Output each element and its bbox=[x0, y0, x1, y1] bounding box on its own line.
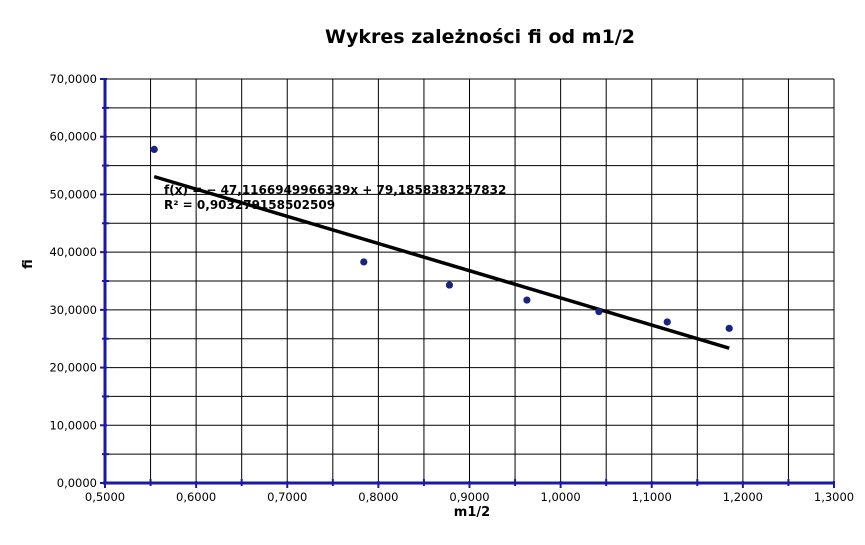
data-point bbox=[360, 258, 368, 266]
x-tick-label: 1,2000 bbox=[723, 490, 763, 504]
data-point bbox=[595, 307, 603, 316]
x-tick-label: 0,8000 bbox=[358, 490, 398, 504]
trendline bbox=[153, 174, 730, 350]
x-tick-label: 1,1000 bbox=[632, 490, 672, 504]
y-tick-label: 10,0000 bbox=[49, 418, 97, 432]
x-tick-label: 0,9000 bbox=[449, 490, 489, 504]
plot-grid bbox=[105, 78, 835, 483]
data-points bbox=[150, 145, 733, 332]
y-tick-label: 40,0000 bbox=[49, 245, 97, 259]
y-tick-label: 50,0000 bbox=[49, 187, 97, 201]
data-point bbox=[523, 296, 531, 304]
y-tick-label: 0,0000 bbox=[57, 476, 97, 490]
chart-title: Wykres zależności fi od m1/2 bbox=[325, 26, 635, 48]
x-tick-label: 0,6000 bbox=[176, 490, 216, 504]
y-tick-label: 20,0000 bbox=[49, 361, 97, 375]
data-point bbox=[445, 281, 454, 289]
data-point bbox=[725, 324, 733, 332]
x-tick-label: 0,5000 bbox=[85, 490, 125, 504]
x-tick-labels: 0,5000 0,6000 0,7000 0,8000 0,9000 1,0000 1,10… bbox=[85, 490, 854, 504]
trendline-group bbox=[153, 174, 730, 350]
data-point bbox=[663, 318, 671, 326]
r-squared-label: R² = 0,903279158502509 bbox=[164, 198, 335, 212]
data-point bbox=[150, 145, 158, 154]
x-tick-label: 1,0000 bbox=[541, 490, 581, 504]
y-tick-label: 30,0000 bbox=[49, 303, 97, 317]
x-axis-label: m1/2 bbox=[454, 505, 490, 520]
y-tick-labels: 0,0000 10,0000 20,0000 30,0000 40,0000 50,000… bbox=[49, 72, 97, 490]
x-tick-label: 0,7000 bbox=[267, 490, 307, 504]
y-tick-label: 60,0000 bbox=[49, 130, 97, 144]
y-tick-label: 70,0000 bbox=[49, 72, 97, 86]
x-tick-label: 1,3000 bbox=[814, 490, 854, 504]
y-axis-label: fi bbox=[21, 259, 36, 269]
equation-label: f(x) = − 47,1166949966339x + 79,18583832… bbox=[164, 183, 506, 197]
plot-axes bbox=[100, 78, 835, 488]
